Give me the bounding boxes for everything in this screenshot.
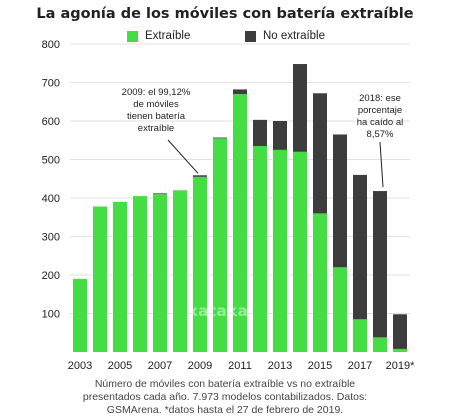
bar-extraible <box>113 201 127 352</box>
bar-no-extraible <box>393 314 407 349</box>
bar-extraible <box>173 190 187 352</box>
annotation-2018-text: ha caído al <box>357 117 403 128</box>
bar-extraible <box>193 176 207 352</box>
bar-extraible <box>333 267 347 352</box>
bar-no-extraible <box>273 121 287 150</box>
bar-extraible <box>353 319 367 352</box>
bar-extraible <box>253 146 267 352</box>
bar-no-extraible <box>213 137 227 139</box>
legend-swatch-extraible <box>127 30 138 42</box>
bar-extraible <box>133 196 147 352</box>
annotation-2009-text: extraíble <box>138 123 174 134</box>
bar-extraible <box>293 151 307 352</box>
annotation-2009-pointer <box>167 139 199 174</box>
x-tick-label: 2019* <box>386 360 415 372</box>
bar-no-extraible <box>253 119 267 147</box>
x-tick-label: 2013 <box>268 360 292 372</box>
annotation-2009-text: tienen batería <box>127 111 186 122</box>
bar-extraible <box>313 213 327 352</box>
bar-extraible <box>73 278 87 352</box>
caption-line: presentados cada año. 7.973 modelos cont… <box>82 391 368 403</box>
bar-no-extraible <box>353 174 367 320</box>
x-tick-label: 2011 <box>228 360 252 372</box>
caption-line: GSMArena. *datos hasta el 27 de febrero … <box>106 404 344 416</box>
bar-extraible <box>93 206 107 352</box>
bar-no-extraible <box>373 191 387 338</box>
bar-no-extraible <box>293 64 307 152</box>
chart-legend: Extraíble No extraíble <box>0 30 450 48</box>
y-tick-label: 300 <box>42 232 60 244</box>
y-tick-label: 200 <box>42 270 60 282</box>
bar-extraible <box>373 337 387 352</box>
y-tick-label: 400 <box>42 193 60 205</box>
bar-extraible <box>233 94 247 353</box>
y-tick-label: 700 <box>42 78 60 90</box>
y-tick-label: 800 <box>42 39 60 51</box>
legend-item-no-extraible: No extraíble <box>245 30 325 42</box>
y-tick-label: 500 <box>42 155 60 167</box>
annotation-2018-text: 8,57% <box>367 129 394 140</box>
annotation-2018-pointer <box>379 141 384 188</box>
legend-label-extraible: Extraíble <box>145 30 191 42</box>
watermark-logo: xataka <box>188 302 249 320</box>
x-tick-label: 2015 <box>308 360 332 372</box>
annotation-2009-text: 2009: el 99,12% <box>122 87 191 98</box>
bar-no-extraible <box>193 175 207 177</box>
x-tick-label: 2017 <box>348 360 372 372</box>
annotation-2009-text: de móviles <box>133 99 179 110</box>
chart-title: La agonía de los móviles con batería ext… <box>36 6 414 22</box>
x-tick-label: 2007 <box>148 360 172 372</box>
x-tick-label: 2009 <box>188 360 212 372</box>
x-tick-label: 2005 <box>108 360 132 372</box>
caption-line: Número de móviles con batería extraíble … <box>94 378 356 390</box>
bar-no-extraible <box>313 93 327 214</box>
legend-label-no-extraible: No extraíble <box>263 30 326 42</box>
y-tick-label: 600 <box>42 116 60 128</box>
bar-no-extraible <box>153 193 167 195</box>
bar-extraible <box>153 194 167 352</box>
bar-extraible <box>273 149 287 352</box>
bar-no-extraible <box>333 134 347 268</box>
x-tick-label: 2003 <box>68 360 92 372</box>
bar-extraible <box>213 138 227 352</box>
bar-no-extraible <box>233 89 247 95</box>
chart-caption: Número de móviles con batería extraíble … <box>20 378 430 417</box>
bar-extraible <box>393 348 407 352</box>
y-tick-label: 100 <box>42 309 60 321</box>
annotation-2018-text: 2018: ese <box>359 93 401 104</box>
legend-item-extraible: Extraíble <box>127 30 190 42</box>
annotation-2018-text: porcentaje <box>358 105 402 116</box>
legend-swatch-no-extraible <box>245 30 256 42</box>
